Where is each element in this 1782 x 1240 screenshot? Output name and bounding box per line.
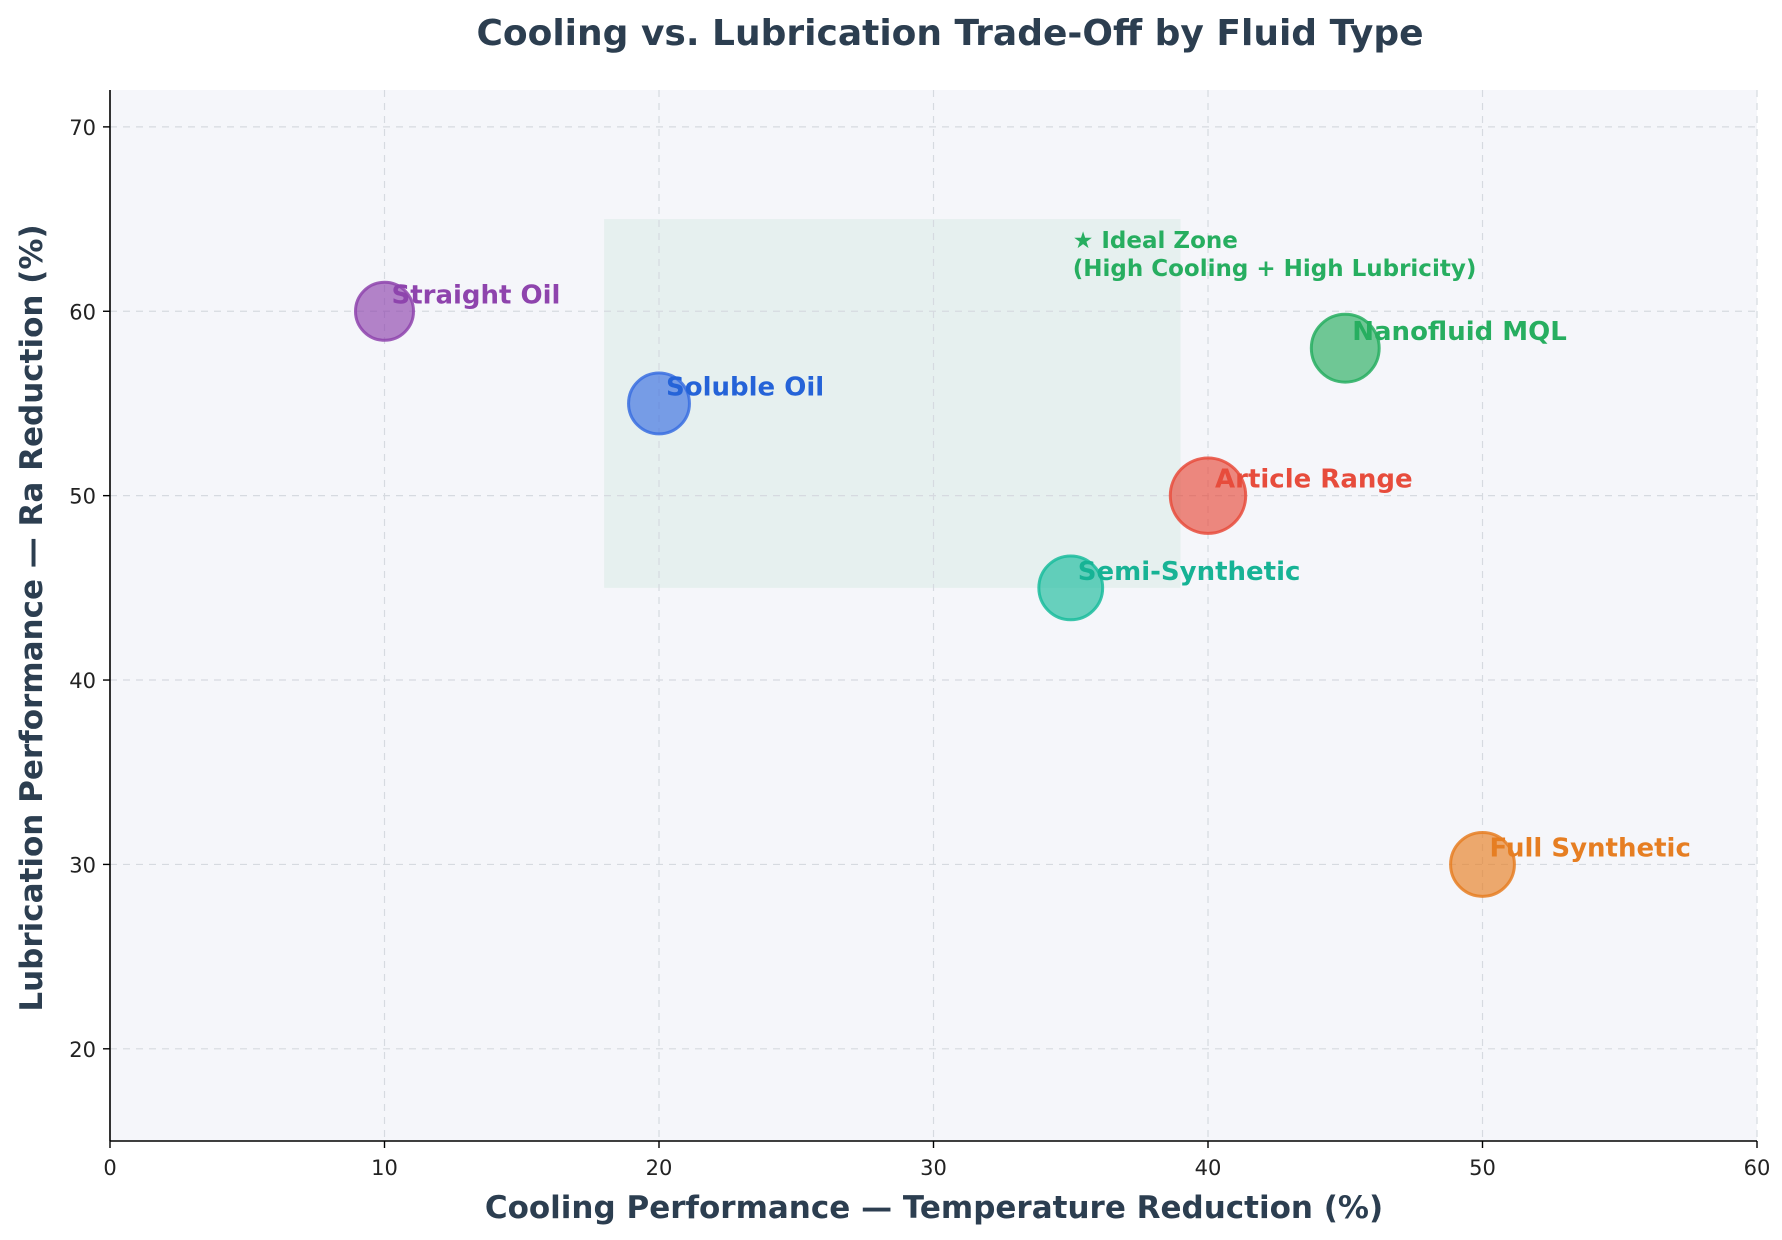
x-tick-label: 30 xyxy=(920,1156,947,1180)
data-point-label: Article Range xyxy=(1215,465,1413,495)
y-tick-label: 40 xyxy=(69,669,96,693)
y-axis-label: Lubrication Performance — Ra Reduction (… xyxy=(14,224,50,1011)
data-point xyxy=(1037,554,1105,622)
y-tick-label: 50 xyxy=(69,485,96,509)
data-point-label: Semi-Synthetic xyxy=(1078,557,1301,587)
data-point xyxy=(354,280,415,342)
plot-area: 0 10 20 30 40 50 60 20 30 40 50 60 70 ★ Ideal Zone(Hi… xyxy=(69,90,1770,1180)
data-point-label: Soluble Oil xyxy=(666,372,824,402)
ideal-zone-sublabel: (High Cooling + High Lubricity) xyxy=(1073,256,1477,282)
y-tick-label: 70 xyxy=(69,116,96,140)
x-tick-label: 40 xyxy=(1195,1156,1222,1180)
data-point-label: Full Synthetic xyxy=(1490,833,1691,863)
y-tick-label: 60 xyxy=(69,300,96,324)
ideal-zone-region xyxy=(604,219,1181,588)
data-point-label: Straight Oil xyxy=(392,280,561,310)
x-tick-label: 10 xyxy=(371,1156,398,1180)
x-axis-label: Cooling Performance — Temperature Reduct… xyxy=(485,1190,1383,1226)
chart-title: Cooling vs. Lubrication Trade-Off by Flu… xyxy=(476,13,1423,54)
y-tick-label: 20 xyxy=(69,1038,96,1062)
data-point xyxy=(1449,831,1516,898)
ideal-zone-label: ★ Ideal Zone xyxy=(1073,228,1238,254)
data-point-label: Nanofluid MQL xyxy=(1352,317,1567,347)
x-tick-label: 20 xyxy=(646,1156,673,1180)
y-tick-label: 30 xyxy=(69,853,96,877)
data-point xyxy=(1168,456,1248,535)
x-tick-label: 0 xyxy=(103,1156,116,1180)
data-point xyxy=(627,371,691,436)
x-tick-label: 50 xyxy=(1469,1156,1496,1180)
data-point xyxy=(1309,312,1381,384)
x-tick-label: 60 xyxy=(1744,1156,1771,1180)
